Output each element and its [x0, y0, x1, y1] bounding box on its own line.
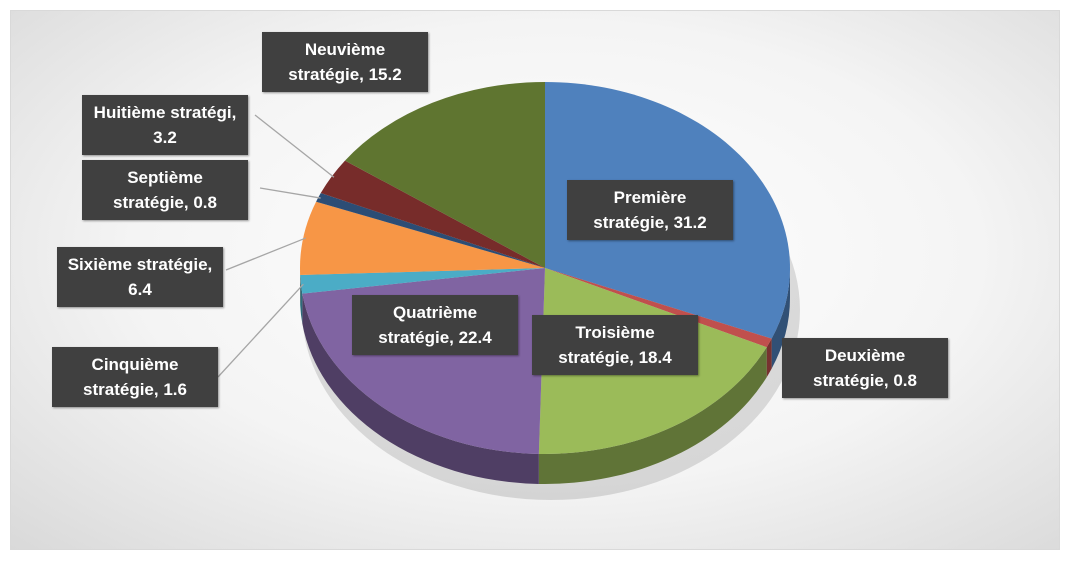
- pie-slice: [316, 193, 545, 268]
- data-label: Quatrième stratégie, 22.4: [352, 295, 518, 355]
- pie-slice: [299, 201, 545, 276]
- data-label: Neuvième stratégie, 15.2: [262, 32, 428, 92]
- pie-slice: [300, 268, 545, 294]
- leader-line: [254, 114, 335, 178]
- pie-slice: [344, 82, 545, 268]
- leader-line: [225, 237, 306, 271]
- pie-side: [302, 293, 539, 484]
- data-label: Huitième stratégi, 3.2: [82, 95, 248, 155]
- data-label: Troisième stratégie, 18.4: [532, 315, 698, 375]
- pie-side: [538, 347, 767, 484]
- data-label: Septième stratégie, 0.8: [82, 160, 248, 220]
- data-label: Deuxième stratégie, 0.8: [782, 338, 948, 398]
- data-label: Cinquième stratégie, 1.6: [52, 347, 218, 407]
- pie-slice: [320, 160, 545, 268]
- pie-side: [771, 268, 790, 369]
- leader-line: [217, 283, 304, 378]
- data-label: Sixième stratégie, 6.4: [57, 247, 223, 307]
- pie-side: [766, 338, 772, 378]
- leader-line: [259, 187, 321, 199]
- pie-slice: [545, 268, 772, 348]
- data-label: Première stratégie, 31.2: [567, 180, 733, 240]
